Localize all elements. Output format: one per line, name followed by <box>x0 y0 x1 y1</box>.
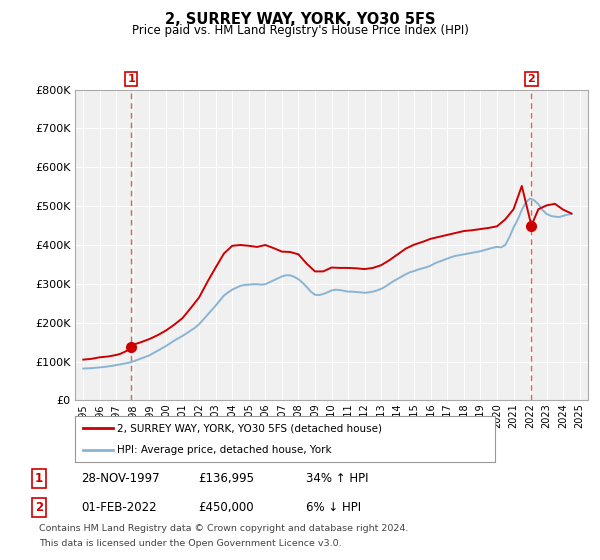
Text: 2: 2 <box>527 74 535 84</box>
Text: 1: 1 <box>127 74 135 84</box>
Text: 2, SURREY WAY, YORK, YO30 5FS: 2, SURREY WAY, YORK, YO30 5FS <box>165 12 435 27</box>
Text: 34% ↑ HPI: 34% ↑ HPI <box>306 472 368 486</box>
Text: 1: 1 <box>35 472 43 486</box>
Text: 6% ↓ HPI: 6% ↓ HPI <box>306 501 361 515</box>
Text: 2: 2 <box>35 501 43 515</box>
Text: This data is licensed under the Open Government Licence v3.0.: This data is licensed under the Open Gov… <box>39 539 341 548</box>
Text: HPI: Average price, detached house, York: HPI: Average price, detached house, York <box>117 445 332 455</box>
Text: £136,995: £136,995 <box>198 472 254 486</box>
Text: Contains HM Land Registry data © Crown copyright and database right 2024.: Contains HM Land Registry data © Crown c… <box>39 524 409 533</box>
Text: £450,000: £450,000 <box>198 501 254 515</box>
Text: Price paid vs. HM Land Registry's House Price Index (HPI): Price paid vs. HM Land Registry's House … <box>131 24 469 36</box>
Text: 28-NOV-1997: 28-NOV-1997 <box>81 472 160 486</box>
Text: 01-FEB-2022: 01-FEB-2022 <box>81 501 157 515</box>
Text: 2, SURREY WAY, YORK, YO30 5FS (detached house): 2, SURREY WAY, YORK, YO30 5FS (detached … <box>117 423 382 433</box>
